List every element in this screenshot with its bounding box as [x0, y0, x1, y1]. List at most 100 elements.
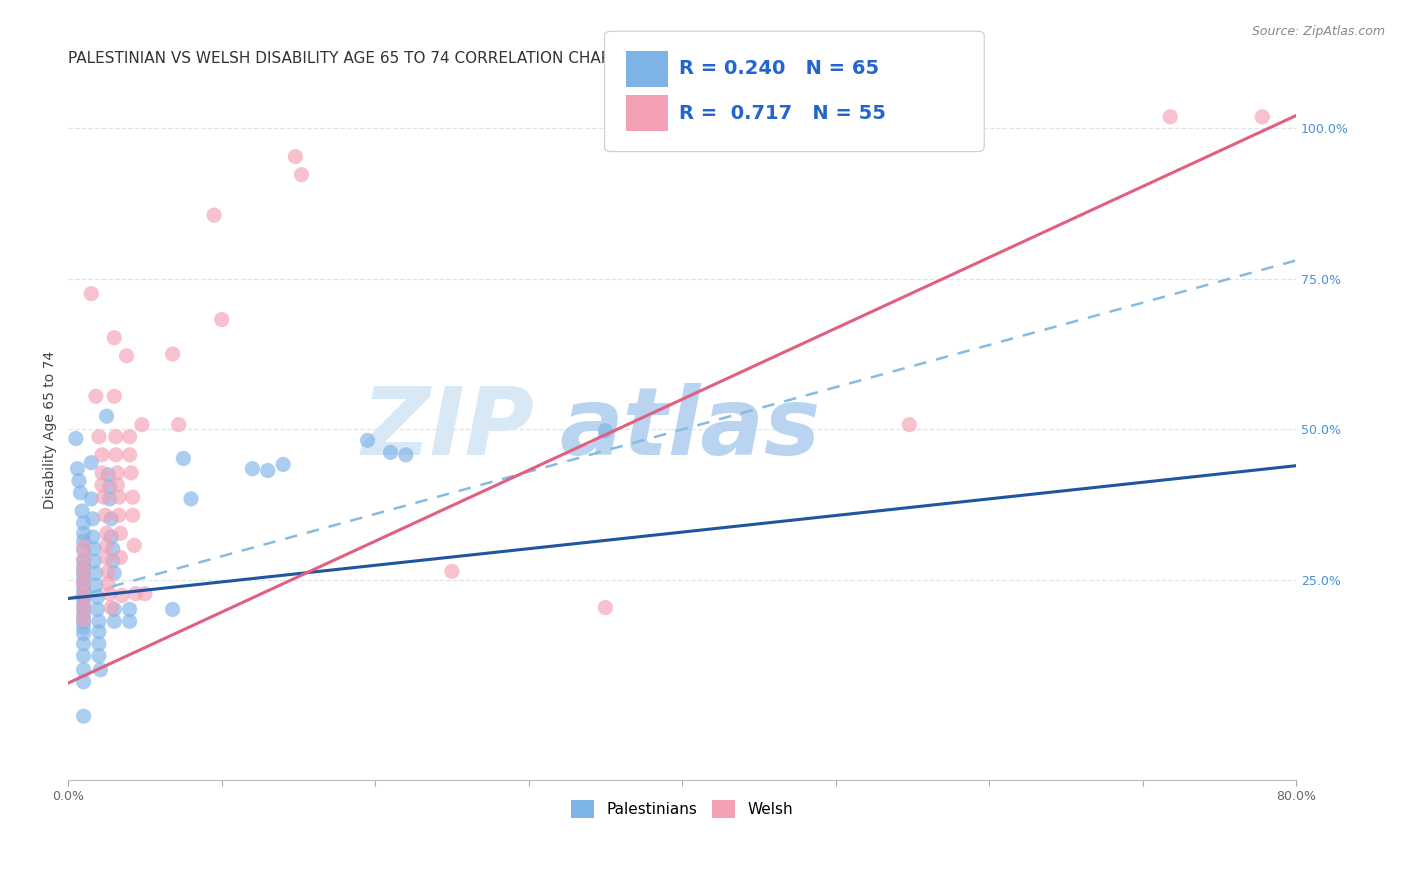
Point [66, 461, 89, 475]
Point [91, 478, 114, 492]
Point [72, 637, 94, 651]
Point [122, 538, 145, 552]
Point [104, 430, 127, 444]
Point [72, 620, 94, 634]
Point [65, 432, 87, 446]
Point [180, 491, 202, 506]
Point [100, 530, 122, 544]
Point [72, 709, 94, 723]
Point [72, 578, 94, 592]
Point [72, 554, 94, 568]
Point [87, 430, 110, 444]
Point [87, 615, 110, 629]
Point [898, 417, 921, 432]
Point [84, 578, 107, 592]
Point [87, 624, 110, 639]
Point [172, 451, 194, 466]
Text: atlas: atlas [560, 384, 821, 475]
Point [118, 602, 141, 616]
Point [91, 448, 114, 462]
Point [72, 540, 94, 554]
Point [356, 434, 378, 448]
Point [103, 602, 125, 616]
Point [96, 538, 118, 552]
Point [72, 566, 94, 581]
Point [72, 584, 94, 599]
Point [105, 478, 128, 492]
Point [271, 458, 294, 472]
Point [72, 565, 94, 579]
Point [72, 576, 94, 591]
Point [72, 560, 94, 574]
Point [1251, 110, 1274, 124]
Point [72, 552, 94, 566]
Point [108, 490, 131, 504]
Point [83, 541, 105, 556]
Point [72, 543, 94, 558]
Y-axis label: Disability Age 65 to 74: Disability Age 65 to 74 [44, 351, 58, 508]
Point [167, 417, 190, 432]
Point [115, 349, 138, 363]
Point [96, 409, 118, 424]
Point [110, 526, 132, 541]
Point [86, 591, 108, 605]
Point [98, 587, 121, 601]
Point [86, 602, 108, 616]
Point [72, 534, 94, 549]
Point [103, 389, 125, 403]
Point [96, 526, 118, 541]
Point [84, 566, 107, 581]
Point [80, 286, 103, 301]
Point [595, 424, 617, 438]
Point [97, 565, 120, 579]
Point [242, 461, 264, 475]
Point [72, 613, 94, 627]
Point [82, 530, 104, 544]
Text: ZIP: ZIP [361, 384, 534, 475]
Point [67, 474, 90, 488]
Point [101, 541, 124, 556]
Point [395, 448, 418, 462]
Point [97, 576, 120, 591]
Point [118, 615, 141, 629]
Point [284, 150, 307, 164]
Point [121, 490, 143, 504]
Point [111, 589, 134, 603]
Point [1159, 110, 1181, 124]
Point [104, 448, 127, 462]
Text: Source: ZipAtlas.com: Source: ZipAtlas.com [1251, 25, 1385, 38]
Point [380, 445, 402, 459]
Point [72, 591, 94, 605]
Point [72, 596, 94, 610]
Point [121, 508, 143, 523]
Point [100, 512, 122, 526]
Point [108, 508, 131, 523]
Point [211, 312, 233, 326]
Point [69, 486, 91, 500]
Point [94, 508, 117, 523]
Point [97, 467, 120, 482]
Point [103, 566, 125, 581]
Point [72, 674, 94, 689]
Point [72, 516, 94, 530]
Text: R =  0.717   N = 55: R = 0.717 N = 55 [679, 103, 886, 123]
Point [87, 648, 110, 663]
Point [82, 512, 104, 526]
Point [134, 587, 156, 601]
Point [120, 466, 142, 480]
Point [80, 491, 103, 506]
Point [80, 456, 103, 470]
Point [110, 550, 132, 565]
Point [72, 572, 94, 586]
Point [84, 389, 107, 403]
Point [118, 448, 141, 462]
Point [118, 430, 141, 444]
Point [290, 168, 312, 182]
Point [98, 491, 121, 506]
Point [72, 648, 94, 663]
Point [89, 663, 111, 677]
Point [162, 347, 184, 361]
Point [72, 608, 94, 623]
Point [72, 663, 94, 677]
Point [96, 550, 118, 565]
